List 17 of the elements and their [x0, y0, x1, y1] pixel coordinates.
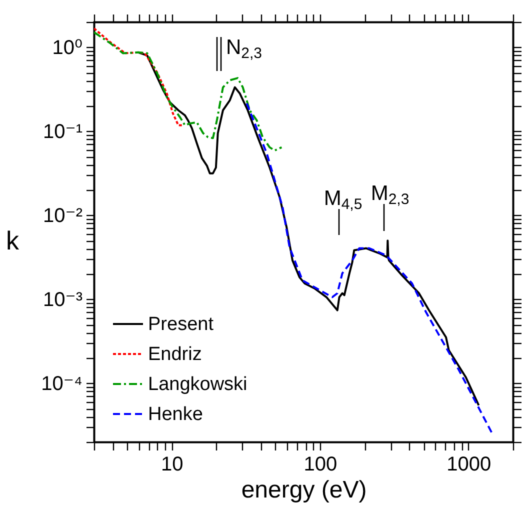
legend-label: Present: [148, 314, 214, 335]
y-tick-label: 10⁻¹: [43, 120, 83, 143]
y-tick-label: 10⁻²: [43, 204, 83, 227]
annotation: N$_{2,3}$: [226, 36, 262, 62]
annotation: M$_{4,5}$: [324, 187, 362, 213]
x-axis-title: energy (eV): [241, 476, 367, 504]
annotation: M$_{2,3}$: [370, 182, 410, 208]
legend-label: Henke: [148, 404, 203, 425]
x-tick-label: 10: [160, 454, 184, 476]
legend-label: Endriz: [148, 344, 202, 365]
x-tick-label: 1000: [446, 454, 492, 476]
y-tick-label: 10⁻⁴: [41, 372, 82, 395]
x-tick-label: 100: [304, 454, 338, 476]
legend-label: Langkowski: [148, 374, 248, 395]
y-tick-label: 10⁰: [52, 36, 82, 59]
y-tick-label: 10⁻³: [43, 288, 83, 311]
y-axis-title: k: [6, 226, 20, 256]
